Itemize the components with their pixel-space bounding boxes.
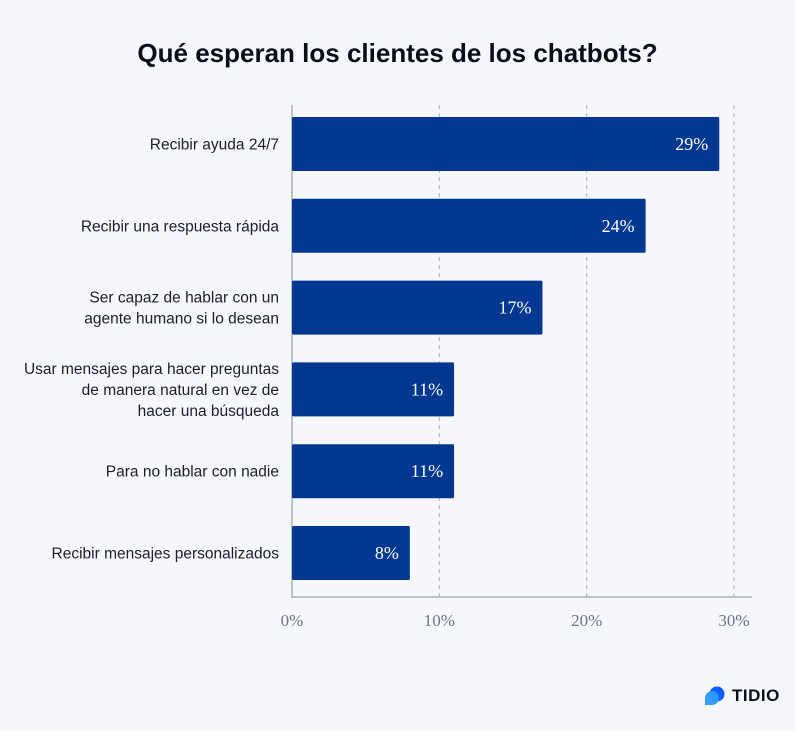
data-label: 17% xyxy=(498,298,531,318)
tidio-logo-icon xyxy=(705,686,725,705)
data-label: 8% xyxy=(375,543,399,563)
x-tick-label: 30% xyxy=(718,611,749,630)
bar xyxy=(292,362,455,417)
category-label: Ser capaz de hablar con un xyxy=(89,290,279,307)
tidio-logo: TIDIO xyxy=(704,686,780,706)
bar xyxy=(292,280,543,335)
data-label: 29% xyxy=(675,134,708,154)
bar xyxy=(292,117,720,171)
x-tick-label: 10% xyxy=(424,611,455,630)
category-label: hacer una búsqueda xyxy=(138,403,280,420)
tidio-logo-text: TIDIO xyxy=(732,686,780,705)
bar xyxy=(292,198,646,253)
bar xyxy=(292,526,410,580)
category-label: de manera natural en vez de xyxy=(82,382,279,399)
category-label: Para no hablar con nadie xyxy=(106,464,279,481)
x-tick-label: 0% xyxy=(281,611,304,630)
chart-title: Qué esperan los clientes de los chatbots… xyxy=(137,38,658,68)
data-label: 24% xyxy=(602,216,635,236)
category-label: Usar mensajes para hacer preguntas xyxy=(24,361,279,378)
data-label: 11% xyxy=(411,379,443,399)
category-label: Recibir ayuda 24/7 xyxy=(150,137,279,154)
x-tick-label: 20% xyxy=(571,611,602,630)
category-label: Recibir una respuesta rápida xyxy=(81,218,280,235)
data-label: 11% xyxy=(411,461,443,481)
bar xyxy=(292,444,455,499)
category-label: agente humano si lo desean xyxy=(84,311,279,328)
category-label: Recibir mensajes personalizados xyxy=(52,546,280,563)
